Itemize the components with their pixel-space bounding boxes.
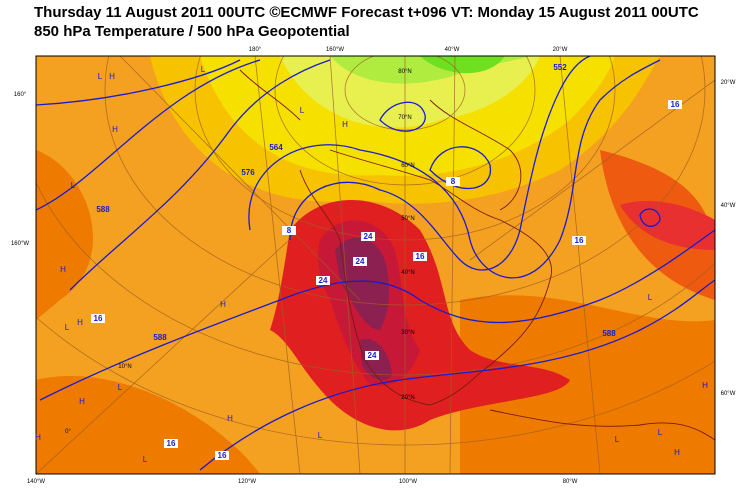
pressure-center: H — [77, 318, 83, 327]
top-axis-label: 160°W — [326, 47, 344, 53]
pressure-center: H — [60, 265, 66, 274]
contour-label: 24 — [368, 351, 377, 360]
top-axis-label: 20°W — [553, 47, 568, 53]
pressure-center: H — [227, 414, 233, 423]
contour-label: 16 — [167, 439, 176, 448]
contour-label: 588 — [602, 329, 616, 338]
contour-label-box — [365, 351, 379, 360]
contour-label: 16 — [575, 236, 584, 245]
coastlines — [239, 69, 715, 441]
latitude-label: 60°N — [401, 163, 414, 169]
contour-label: 8 — [287, 226, 292, 235]
contour-label-box — [316, 276, 330, 285]
graticule — [36, 56, 715, 474]
title-line: Thursday 11 August 2011 00UTC ©ECMWF For… — [34, 4, 699, 21]
latitude-label: 30°N — [401, 330, 414, 336]
contour-label-box — [91, 314, 105, 323]
pressure-center: H — [109, 72, 115, 81]
contour-label-box — [413, 252, 427, 261]
contour-label: 588 — [96, 205, 110, 214]
latitude-label: 70°N — [398, 115, 411, 121]
pressure-center: H — [342, 120, 348, 129]
bottom-axis-label: 140°W — [27, 479, 45, 485]
subtitle-line: 850 hPa Temperature / 500 hPa Geopotenti… — [34, 23, 350, 40]
pressure-center: H — [702, 381, 708, 390]
contour-label: 8 — [451, 177, 456, 186]
contour-label: 24 — [356, 257, 365, 266]
pressure-center: L — [648, 293, 653, 302]
contour-label: 16 — [94, 314, 103, 323]
pressure-center: L — [143, 455, 148, 464]
contour-label-box — [282, 226, 296, 235]
bottom-axis-label: 100°W — [399, 479, 417, 485]
contour-label: 552 — [553, 63, 567, 72]
map-frame — [35, 55, 716, 475]
contour-label-box — [668, 100, 682, 109]
pressure-center: H — [220, 300, 226, 309]
pressure-center: H — [674, 448, 680, 457]
bottom-axis-label: 120°W — [238, 479, 256, 485]
pressure-center: L — [615, 435, 620, 444]
latitude-label: 0° — [65, 429, 71, 435]
contour-label-box — [572, 236, 586, 245]
right-axis-label: 60°W — [721, 391, 736, 397]
contour-label-box — [215, 451, 229, 460]
pressure-center: L — [658, 428, 663, 437]
pressure-center: H — [79, 397, 85, 406]
top-axis-label: 180° — [249, 47, 262, 53]
pressure-center: L — [65, 323, 70, 332]
pressure-center: L — [318, 431, 323, 440]
latitude-label: 50°N — [401, 216, 414, 222]
contour-label: 16 — [218, 451, 227, 460]
bottom-axis-label: 80°W — [563, 479, 578, 485]
pressure-center: L — [300, 106, 305, 115]
latitude-label: 20°N — [401, 395, 414, 401]
latitude-label: 40°N — [401, 270, 414, 276]
map — [35, 55, 716, 475]
pressure-center: H — [112, 125, 118, 134]
contour-label: 576 — [241, 168, 255, 177]
geopotential-contours — [36, 56, 715, 471]
top-axis-label: 40°W — [445, 47, 460, 53]
contour-label: 24 — [364, 232, 373, 241]
pressure-center: H — [35, 433, 41, 442]
pressure-center: L — [98, 72, 103, 81]
contour-label: 588 — [153, 333, 167, 342]
contour-label-box — [446, 177, 460, 186]
right-axis-label: 40°W — [721, 203, 736, 209]
latitude-label: 80°N — [398, 69, 411, 75]
pressure-center: L — [201, 65, 206, 74]
contour-label: 16 — [416, 252, 425, 261]
left-axis-label: 160° — [14, 92, 27, 98]
contour-label: 16 — [671, 100, 680, 109]
contour-label-box — [164, 439, 178, 448]
contour-label-box — [353, 257, 367, 266]
right-axis-label: 20°W — [721, 80, 736, 86]
contour-label: 564 — [269, 143, 283, 152]
left-axis-label: 160°W — [11, 241, 29, 247]
contour-label: 24 — [319, 276, 328, 285]
contour-label-box — [361, 232, 375, 241]
pressure-center: L — [71, 181, 76, 190]
pressure-center: L — [118, 383, 123, 392]
latitude-label: 10°N — [118, 364, 131, 370]
